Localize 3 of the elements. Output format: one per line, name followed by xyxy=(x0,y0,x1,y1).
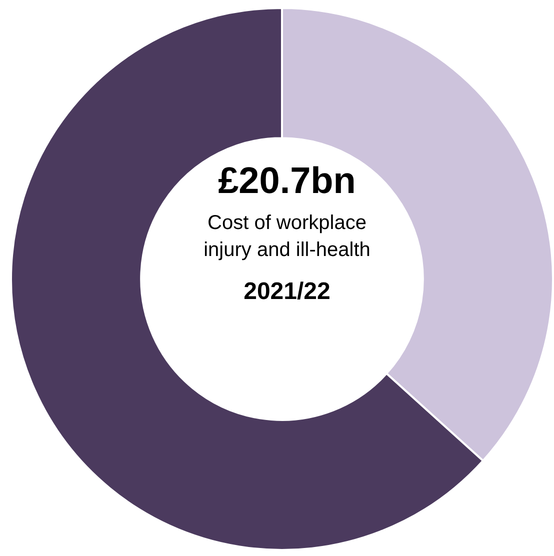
text: £20.7bn xyxy=(217,160,357,202)
text: Cost of workplace injury and ill-health xyxy=(202,211,372,263)
text: 2021/22 xyxy=(242,278,332,306)
